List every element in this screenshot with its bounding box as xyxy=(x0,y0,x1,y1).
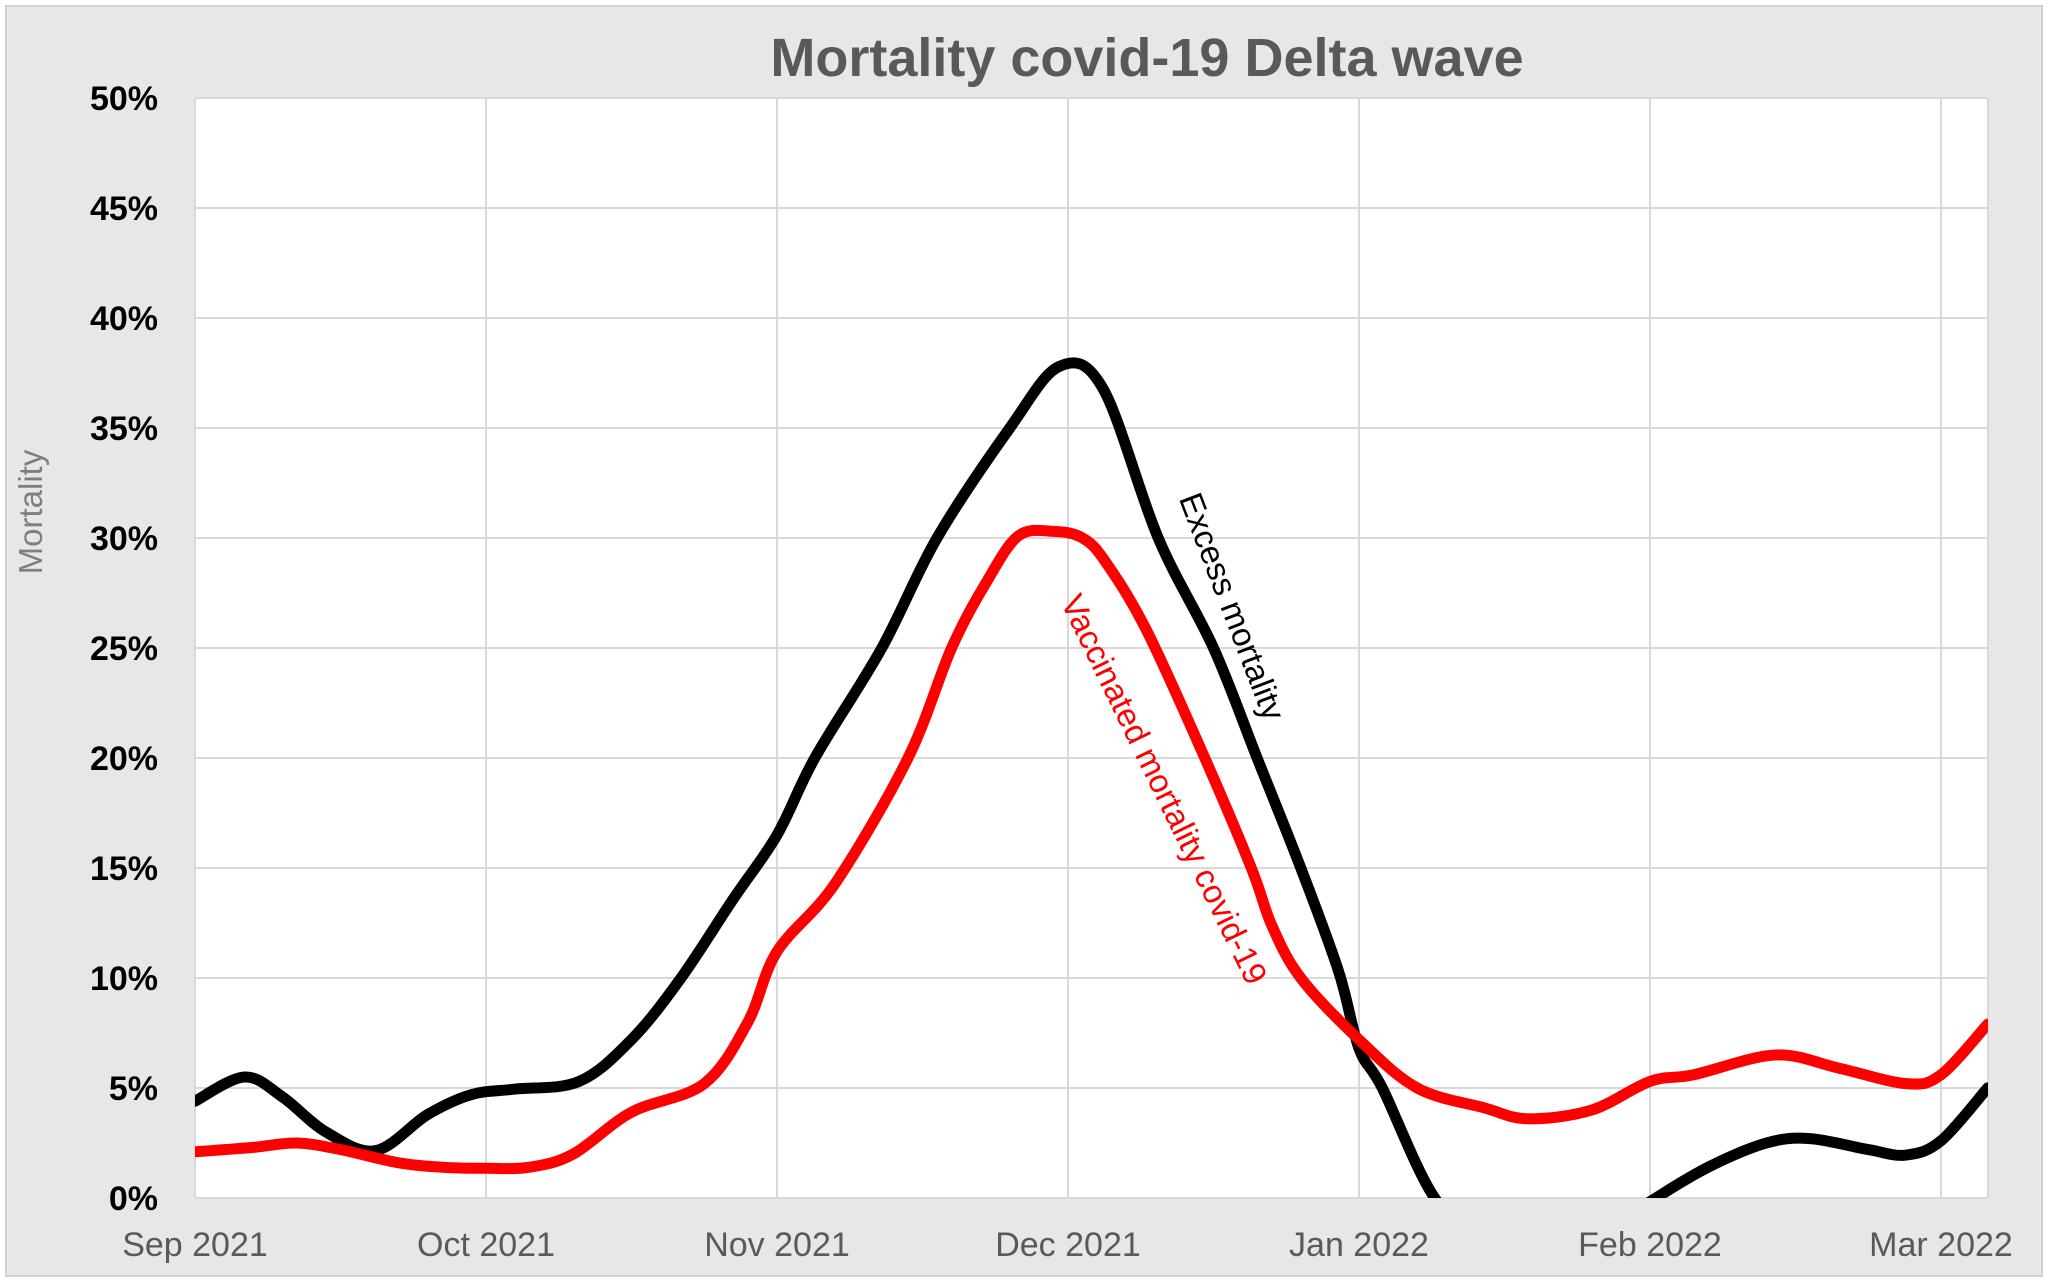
axis-tick-labels: 0% 5% 10% 15% 20% 25% 30% 35% 40% 45% 50% Sep 2021 O… xyxy=(90,80,2013,1264)
x-tick-label: Feb 2022 xyxy=(1578,1226,1722,1264)
series-line-excess-mortality xyxy=(195,357,1988,1198)
y-tick-label: 5% xyxy=(109,1070,158,1108)
series-lines xyxy=(195,357,1988,1198)
y-tick-label: 10% xyxy=(90,960,158,998)
y-tick-label: 15% xyxy=(90,850,158,888)
y-tick-label: 40% xyxy=(90,300,158,338)
y-tick-label: 45% xyxy=(90,190,158,228)
series-line-vaccinated-mortality-covid-19 xyxy=(195,524,1988,1175)
y-tick-label: 30% xyxy=(90,520,158,558)
y-tick-label: 50% xyxy=(90,80,158,118)
y-tick-label: 25% xyxy=(90,630,158,668)
x-tick-label: Mar 2022 xyxy=(1869,1226,2013,1264)
y-tick-label: 0% xyxy=(109,1180,158,1218)
y-tick-label: 35% xyxy=(90,410,158,448)
x-tick-label: Jan 2022 xyxy=(1289,1226,1429,1264)
chart-title: Mortality covid-19 Delta wave xyxy=(770,28,1523,88)
x-tick-label: Sep 2021 xyxy=(122,1226,268,1264)
y-tick-label: 20% xyxy=(90,740,158,778)
x-tick-label: Oct 2021 xyxy=(417,1226,555,1264)
x-tick-label: Nov 2021 xyxy=(704,1226,850,1264)
y-axis-title: Mortality xyxy=(12,449,49,574)
x-tick-label: Dec 2021 xyxy=(995,1226,1141,1264)
